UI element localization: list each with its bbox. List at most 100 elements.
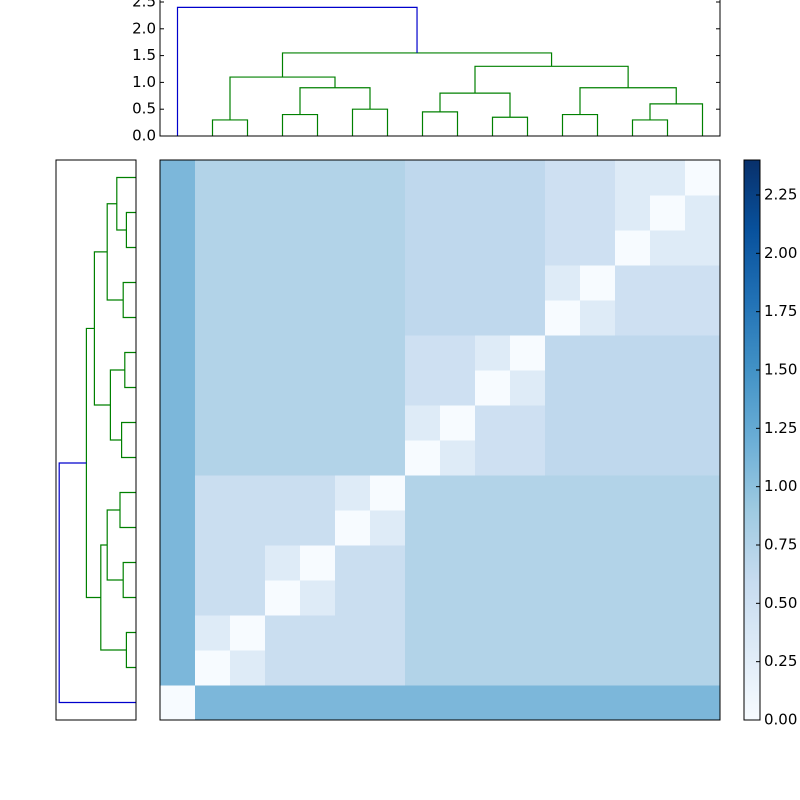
heatmap-cell	[300, 230, 336, 266]
heatmap-cell	[615, 300, 651, 336]
heatmap-cell	[370, 615, 406, 651]
heatmap-cell	[160, 405, 196, 441]
heatmap-cell	[510, 650, 546, 686]
heatmap-cell	[475, 370, 511, 406]
heatmap-cell	[195, 265, 231, 301]
heatmap-cell	[160, 510, 196, 546]
heatmap-cell	[300, 160, 336, 196]
heatmap-cell	[335, 475, 371, 511]
heatmap-cell	[195, 650, 231, 686]
heatmap-cell	[195, 195, 231, 231]
heatmap-cell	[195, 335, 231, 371]
heatmap-cell	[545, 160, 581, 196]
heatmap-cell	[440, 475, 476, 511]
heatmap-cell	[405, 510, 441, 546]
heatmap-cell	[160, 265, 196, 301]
heatmap-cell	[405, 265, 441, 301]
heatmap-cell	[230, 195, 266, 231]
heatmap-cell	[335, 195, 371, 231]
heatmap-cell	[510, 405, 546, 441]
heatmap-cell	[195, 230, 231, 266]
heatmap-cell	[615, 545, 651, 581]
heatmap-cell	[545, 510, 581, 546]
heatmap-cell	[265, 510, 301, 546]
heatmap-cell	[405, 615, 441, 651]
heatmap-cell	[650, 615, 686, 651]
heatmap-cell	[265, 370, 301, 406]
heatmap-cell	[475, 545, 511, 581]
heatmap-cell	[650, 160, 686, 196]
heatmap-cell	[440, 685, 476, 721]
dendrogram-link	[106, 509, 124, 581]
dendrogram-link	[561, 113, 599, 136]
heatmap-cell	[650, 335, 686, 371]
heatmap-cell	[650, 475, 686, 511]
dendrogram-link	[100, 544, 127, 651]
heatmap-cell	[510, 300, 546, 336]
heatmap-cell	[650, 650, 686, 686]
heatmap-cell	[405, 195, 441, 231]
heatmap-cell	[510, 685, 546, 721]
heatmap-cell	[265, 440, 301, 476]
heatmap-cell	[160, 615, 196, 651]
heatmap-cell	[510, 160, 546, 196]
heatmap-cell	[650, 265, 686, 301]
heatmap-cell	[160, 685, 196, 721]
heatmap-cell	[230, 230, 266, 266]
heatmap-cell	[335, 370, 371, 406]
heatmap-cell	[615, 580, 651, 616]
heatmap-cell	[475, 510, 511, 546]
heatmap-cell	[510, 475, 546, 511]
heatmap-cell	[265, 580, 301, 616]
heatmap-cell	[405, 475, 441, 511]
heatmap-cell	[195, 545, 231, 581]
heatmap-cell	[475, 440, 511, 476]
heatmap-cell	[510, 265, 546, 301]
heatmap-cell	[510, 615, 546, 651]
heatmap-cell	[685, 475, 721, 511]
heatmap-cell	[265, 685, 301, 721]
y-tick-label: 0.0	[132, 127, 156, 145]
heatmap-cell	[230, 615, 266, 651]
heatmap-cell	[510, 230, 546, 266]
heatmap-cell	[405, 335, 441, 371]
heatmap-cell	[615, 405, 651, 441]
heatmap-cell	[440, 405, 476, 441]
heatmap-cell	[300, 510, 336, 546]
heatmap-cell	[580, 545, 616, 581]
heatmap-cell	[510, 545, 546, 581]
dendrogram-link	[122, 281, 136, 319]
heatmap-cell	[685, 370, 721, 406]
heatmap-cell	[615, 650, 651, 686]
heatmap-cell	[615, 230, 651, 266]
heatmap-cell	[370, 580, 406, 616]
heatmap-cell	[405, 685, 441, 721]
heatmap-cell	[510, 195, 546, 231]
heatmap-cell	[440, 230, 476, 266]
heatmap-cell	[230, 475, 266, 511]
heatmap-cell	[265, 265, 301, 301]
heatmap-cell	[650, 580, 686, 616]
dendrogram-link	[211, 119, 249, 136]
heatmap-cell	[335, 265, 371, 301]
heatmap-cell	[195, 440, 231, 476]
heatmap-cell	[335, 650, 371, 686]
heatmap-cell	[650, 405, 686, 441]
heatmap-cell	[475, 195, 511, 231]
dendrogram-link	[124, 351, 136, 389]
heatmap-cell	[370, 160, 406, 196]
heatmap-cell	[335, 545, 371, 581]
heatmap-cell	[405, 440, 441, 476]
heatmap-cell	[370, 265, 406, 301]
heatmap-cell	[230, 160, 266, 196]
heatmap-cell	[440, 300, 476, 336]
heatmap-cell	[615, 615, 651, 651]
colorbar	[743, 159, 761, 721]
colorbar-tick-label: 2.00	[764, 244, 797, 262]
heatmap-cell	[685, 650, 721, 686]
heatmap-cell	[580, 650, 616, 686]
dendrogram-link	[474, 65, 629, 94]
heatmap-cell	[370, 405, 406, 441]
heatmap-cell	[230, 370, 266, 406]
heatmap-cell	[685, 615, 721, 651]
